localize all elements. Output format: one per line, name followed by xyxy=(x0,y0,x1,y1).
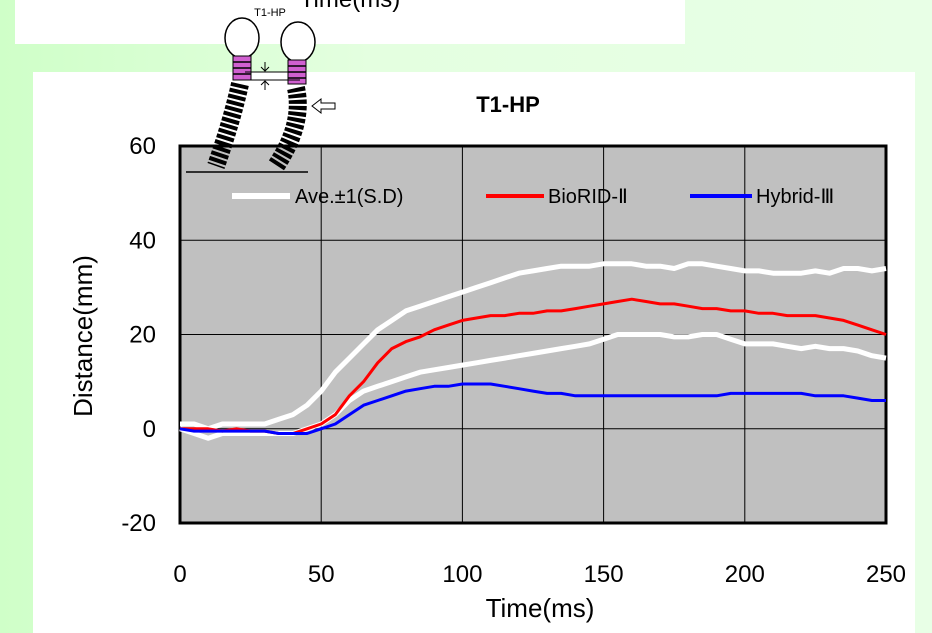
upper-chart-panel-fragment: Time(ms) xyxy=(15,0,685,44)
legend-label-average: Ave.±1(S.D) xyxy=(295,186,403,208)
series-line-average-plus-sd xyxy=(180,261,887,432)
displacement-arrow-up-icon xyxy=(260,80,270,90)
spine-right-icon xyxy=(268,86,307,171)
x-tick-labels: 0 50 100 150 200 250 xyxy=(173,561,906,588)
gridlines xyxy=(180,146,886,523)
legend-label-hybrid: Hybrid-Ⅲ xyxy=(756,186,834,208)
x-tick-label: 0 xyxy=(173,561,186,588)
displacement-arrow-down-icon xyxy=(260,62,270,72)
legend: Ave.±1(S.D) BioRID-Ⅱ Hybrid-Ⅲ xyxy=(232,186,834,208)
y-tick-label: 60 xyxy=(129,133,156,160)
x-tick-label: 250 xyxy=(866,561,906,588)
series-line-hybrid xyxy=(179,382,886,435)
spine-left-icon xyxy=(207,82,249,169)
series-line-biorid xyxy=(180,297,887,435)
head-right-icon xyxy=(280,21,316,63)
y-axis-title: Distance(mm) xyxy=(68,255,98,417)
head-left-icon xyxy=(224,17,260,59)
load-arrow-icon xyxy=(311,97,336,115)
legend-label-biorid: BioRID-Ⅱ xyxy=(548,186,628,208)
x-tick-label: 50 xyxy=(308,561,335,588)
x-tick-label: 150 xyxy=(584,561,624,588)
upper-chart-axis-title: Time(ms) xyxy=(15,0,685,14)
chart-title: T1-HP xyxy=(476,92,540,117)
y-tick-labels: -20 0 20 40 60 xyxy=(121,133,156,537)
x-tick-label: 200 xyxy=(725,561,765,588)
y-tick-label: 40 xyxy=(129,227,156,254)
y-tick-label: 20 xyxy=(129,322,156,349)
series-layer xyxy=(179,261,887,441)
y-tick-label: 0 xyxy=(143,416,156,443)
y-tick-label: -20 xyxy=(121,510,156,537)
dummy-neck-diagram: T1-HP xyxy=(186,7,336,173)
x-tick-label: 100 xyxy=(442,561,482,588)
x-axis-title: Time(ms) xyxy=(486,593,595,623)
inset-label: T1-HP xyxy=(254,7,286,19)
